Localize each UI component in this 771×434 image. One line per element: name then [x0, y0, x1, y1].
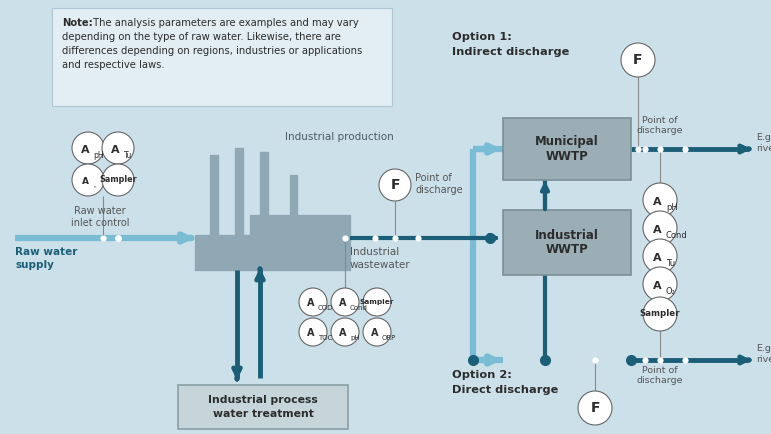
Text: Sampler: Sampler [360, 299, 394, 305]
Bar [210, 155, 218, 235]
Text: F: F [591, 401, 600, 415]
Text: A: A [338, 299, 346, 309]
Text: Sampler: Sampler [640, 309, 680, 319]
Circle shape [363, 288, 391, 316]
Bar [290, 175, 297, 230]
Text: Option 1:: Option 1: [452, 32, 512, 42]
Circle shape [379, 169, 411, 201]
FancyBboxPatch shape [178, 385, 348, 429]
Text: depending on the type of raw water. Likewise, there are: depending on the type of raw water. Like… [62, 32, 341, 42]
Text: A: A [307, 299, 315, 309]
Circle shape [72, 132, 104, 164]
Text: Industrial process: Industrial process [208, 395, 318, 405]
Circle shape [331, 318, 359, 346]
Circle shape [621, 43, 655, 77]
Circle shape [643, 183, 677, 217]
Circle shape [643, 297, 677, 331]
Bar [250, 215, 350, 270]
Text: Raw water
inlet control: Raw water inlet control [71, 207, 130, 228]
Text: A: A [338, 329, 346, 339]
Text: pH: pH [350, 335, 359, 341]
FancyBboxPatch shape [52, 8, 392, 106]
Text: WWTP: WWTP [546, 243, 588, 256]
Circle shape [363, 318, 391, 346]
Bar [195, 235, 250, 270]
Text: Municipal: Municipal [535, 135, 599, 148]
Circle shape [643, 239, 677, 273]
Text: A: A [81, 145, 89, 155]
Text: supply: supply [15, 260, 54, 270]
Text: A: A [307, 329, 315, 339]
Circle shape [578, 391, 612, 425]
Circle shape [643, 267, 677, 301]
Circle shape [299, 318, 327, 346]
FancyBboxPatch shape [503, 210, 631, 275]
Text: A: A [652, 197, 662, 207]
Text: E.g.
river: E.g. river [756, 133, 771, 153]
Bar [235, 148, 243, 235]
Text: Point of
discharge: Point of discharge [415, 173, 463, 194]
Circle shape [102, 164, 134, 196]
Text: A: A [371, 329, 379, 339]
Circle shape [72, 164, 104, 196]
Text: Direct discharge: Direct discharge [452, 385, 558, 395]
Text: A: A [652, 253, 662, 263]
Text: F: F [633, 53, 643, 67]
Text: Cond: Cond [350, 305, 368, 311]
Text: and respective laws.: and respective laws. [62, 60, 165, 70]
Text: Point of
discharge: Point of discharge [637, 115, 683, 135]
Text: WWTP: WWTP [546, 149, 588, 162]
Text: O₂: O₂ [666, 287, 676, 296]
Text: Industrial production: Industrial production [285, 132, 394, 142]
Bar [260, 152, 268, 235]
Text: Point of
discharge: Point of discharge [637, 366, 683, 385]
FancyBboxPatch shape [503, 118, 631, 180]
Text: A: A [652, 281, 662, 291]
Circle shape [299, 288, 327, 316]
Text: E.g.
river: E.g. river [756, 344, 771, 364]
Text: Industrial: Industrial [535, 229, 599, 242]
Circle shape [643, 211, 677, 245]
Text: TOC: TOC [318, 335, 332, 341]
Text: A: A [82, 177, 89, 186]
Text: Note:: Note: [62, 18, 93, 28]
Text: ORP: ORP [382, 335, 396, 341]
Text: wastewater: wastewater [350, 260, 411, 270]
Text: differences depending on regions, industries or applications: differences depending on regions, indust… [62, 46, 362, 56]
Text: A: A [111, 145, 120, 155]
Circle shape [331, 288, 359, 316]
Text: pH: pH [666, 203, 678, 212]
Text: Cond: Cond [666, 231, 688, 240]
Text: Option 2:: Option 2: [452, 370, 512, 380]
Text: COD: COD [318, 305, 333, 311]
Text: Raw water: Raw water [15, 247, 77, 257]
Text: water treatment: water treatment [213, 409, 314, 419]
Text: Indirect discharge: Indirect discharge [452, 47, 569, 57]
Text: The analysis parameters are examples and may vary: The analysis parameters are examples and… [90, 18, 359, 28]
Circle shape [102, 132, 134, 164]
Text: Tu: Tu [123, 151, 132, 160]
Text: A: A [652, 225, 662, 235]
Text: Industrial: Industrial [350, 247, 399, 257]
Text: F: F [390, 178, 399, 192]
Text: Tu: Tu [666, 259, 675, 268]
Text: pH: pH [93, 151, 104, 160]
Text: Org.
Load: Org. Load [93, 186, 97, 188]
Text: Sampler: Sampler [99, 175, 136, 184]
